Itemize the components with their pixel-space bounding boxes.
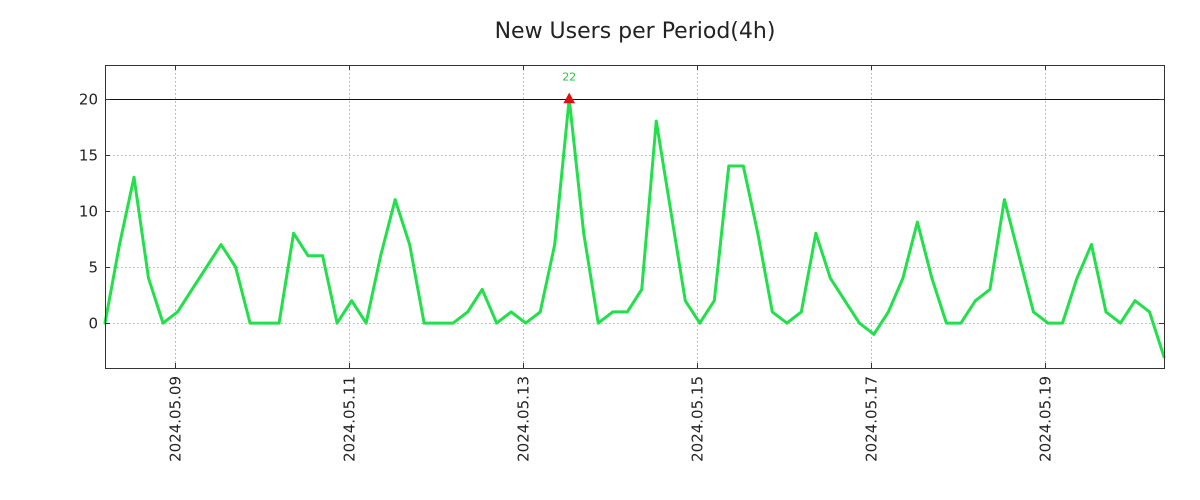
data-point (335, 321, 339, 325)
x-tick-label: 2024.05.17 (863, 376, 881, 462)
data-point (495, 321, 499, 325)
data-point (640, 288, 644, 291)
data-point (1148, 310, 1151, 314)
data-point (437, 321, 441, 325)
data-point (872, 332, 876, 336)
x-tick-label: 2024.05.19 (1037, 376, 1055, 462)
data-point (1032, 310, 1035, 314)
data-point (422, 321, 426, 325)
data-point (219, 243, 223, 246)
data-point (1075, 276, 1079, 280)
data-point (161, 321, 165, 325)
data-point (785, 321, 789, 325)
data-point (379, 254, 383, 258)
x-tick-label: 2024.05.09 (167, 376, 185, 462)
data-point (1046, 321, 1050, 325)
data-point (234, 265, 237, 269)
data-point (654, 119, 658, 123)
data-point (1061, 321, 1064, 325)
data-point (1017, 254, 1021, 258)
data-point (596, 321, 600, 325)
data-point (1119, 321, 1122, 325)
data-point (814, 231, 818, 235)
series-layer (103, 97, 1166, 359)
peak-layer: 22 (562, 71, 576, 104)
data-point (959, 321, 963, 325)
data-point (712, 299, 716, 303)
data-point (843, 299, 847, 303)
data-point (582, 231, 586, 235)
data-point (248, 321, 252, 325)
x-tick-label: 2024.05.15 (689, 376, 707, 462)
y-tick-label: 0 (88, 315, 98, 333)
data-point (974, 299, 977, 303)
peak-label: 22 (562, 71, 576, 84)
data-point (1003, 198, 1006, 202)
data-point (988, 288, 992, 291)
y-tick-label: 20 (79, 91, 98, 109)
x-tick-label: 2024.05.13 (515, 376, 533, 462)
data-point (176, 310, 179, 314)
data-point (915, 220, 919, 224)
data-point (393, 198, 397, 202)
data-point (669, 209, 673, 213)
data-point (930, 276, 934, 280)
y-tick-label: 5 (88, 259, 98, 277)
data-point (350, 299, 354, 303)
data-point (306, 254, 310, 258)
peak-marker (563, 92, 576, 104)
series-line (103, 97, 1166, 359)
data-point (538, 310, 542, 314)
data-point (625, 310, 629, 314)
data-point (132, 175, 136, 179)
plot-frame (105, 65, 1165, 369)
data-point (524, 321, 528, 325)
data-point (553, 243, 557, 246)
y-tick-label: 10 (79, 203, 98, 221)
data-point (698, 321, 702, 325)
data-point (756, 231, 760, 235)
data-point (886, 310, 890, 314)
data-point (799, 310, 803, 314)
data-point (945, 321, 948, 325)
data-point (1133, 299, 1137, 303)
data-point (277, 321, 281, 325)
data-point (741, 164, 745, 168)
data-point (451, 321, 455, 325)
data-point (770, 310, 774, 314)
y-tick-label: 15 (79, 147, 98, 165)
data-point (466, 310, 470, 314)
x-tick-label: 2024.05.11 (341, 376, 359, 462)
data-point (205, 265, 208, 269)
data-point (408, 243, 412, 246)
y-axis: 0 5 10 15 20 (79, 91, 1164, 333)
data-point (118, 243, 121, 246)
x-axis: 2024.05.09 2024.05.11 2024.05.13 2024.05.15… (167, 65, 1055, 462)
data-point (509, 310, 513, 314)
data-point (480, 288, 484, 291)
data-point (1104, 310, 1108, 314)
data-point (364, 321, 368, 325)
data-point (263, 321, 266, 325)
data-point (292, 231, 295, 235)
data-point (683, 299, 687, 303)
data-point (727, 164, 731, 168)
data-point (901, 276, 905, 280)
data-point (828, 276, 832, 280)
chart-title: New Users per Period(4h) (495, 19, 776, 44)
data-point (190, 288, 194, 291)
data-point (1090, 243, 1093, 246)
data-point (611, 310, 615, 314)
data-point (857, 321, 861, 325)
data-point (321, 254, 324, 258)
data-point (147, 276, 150, 280)
